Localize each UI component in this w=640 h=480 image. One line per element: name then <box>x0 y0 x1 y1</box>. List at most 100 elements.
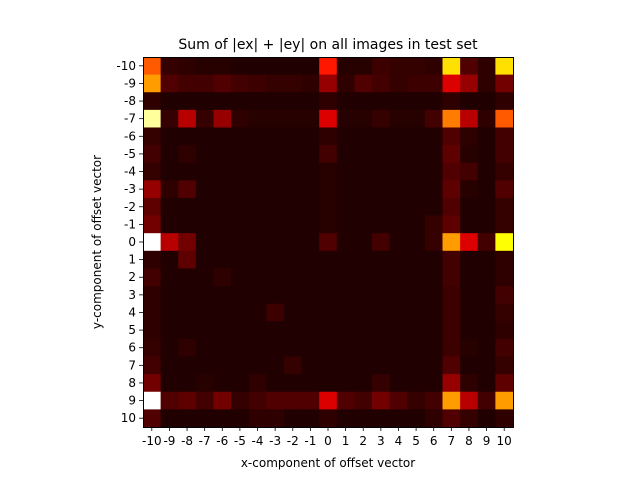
heatmap-cell <box>372 250 391 269</box>
heatmap-cell <box>160 127 179 146</box>
heatmap-cell <box>283 391 302 410</box>
heatmap-cell <box>372 197 391 216</box>
heatmap-cell <box>389 409 408 428</box>
heatmap-cell <box>266 338 285 357</box>
heatmap-cell <box>319 162 338 181</box>
heatmap-cell <box>283 303 302 322</box>
x-tick-label: 0 <box>324 434 332 448</box>
heatmap-cell <box>143 127 162 146</box>
heatmap-cell <box>460 338 479 357</box>
heatmap-cell <box>319 92 338 111</box>
heatmap-cell <box>442 109 461 128</box>
heatmap-cell <box>424 74 443 93</box>
heatmap-cell <box>407 180 426 199</box>
heatmap-cell <box>495 321 514 340</box>
x-tick-label: 8 <box>465 434 473 448</box>
heatmap-cell <box>460 109 479 128</box>
heatmap-cell <box>442 409 461 428</box>
heatmap-cell <box>407 374 426 393</box>
heatmap-cell <box>248 250 267 269</box>
heatmap-cell <box>495 374 514 393</box>
heatmap-cell <box>319 145 338 164</box>
heatmap-cell <box>389 145 408 164</box>
heatmap-cell <box>460 268 479 287</box>
heatmap-cell <box>160 391 179 410</box>
heatmap-cell <box>195 268 214 287</box>
heatmap-cell <box>336 92 355 111</box>
heatmap-cell <box>248 233 267 252</box>
heatmap-cell <box>195 286 214 305</box>
heatmap-cell <box>178 215 197 234</box>
heatmap-cell <box>442 268 461 287</box>
heatmap-cell <box>354 321 373 340</box>
heatmap-cell <box>195 233 214 252</box>
heatmap-cell <box>372 391 391 410</box>
heatmap-cell <box>319 127 338 146</box>
heatmap-cell <box>160 321 179 340</box>
heatmap-cell <box>354 303 373 322</box>
heatmap-cell <box>248 92 267 111</box>
heatmap-cell <box>336 162 355 181</box>
heatmap-cell <box>319 409 338 428</box>
heatmap-cell <box>460 286 479 305</box>
y-tick-label: 1 <box>128 253 136 267</box>
heatmap-cell <box>407 356 426 375</box>
heatmap-cell <box>477 180 496 199</box>
heatmap-cell <box>372 215 391 234</box>
heatmap-cell <box>336 321 355 340</box>
heatmap-cell <box>477 57 496 76</box>
heatmap-cell <box>372 180 391 199</box>
heatmap-cell <box>407 127 426 146</box>
heatmap-cell <box>354 338 373 357</box>
y-tick-label: -7 <box>124 112 136 126</box>
heatmap-cell <box>160 162 179 181</box>
heatmap-cell <box>178 409 197 428</box>
heatmap-cell <box>195 338 214 357</box>
heatmap-cell <box>372 233 391 252</box>
heatmap-cell <box>283 92 302 111</box>
heatmap-cell <box>195 162 214 181</box>
heatmap-cell <box>495 268 514 287</box>
heatmap-cell <box>248 74 267 93</box>
heatmap-cell <box>460 127 479 146</box>
heatmap-cell <box>424 356 443 375</box>
heatmap-cell <box>178 374 197 393</box>
heatmap-cell <box>442 303 461 322</box>
heatmap-cell <box>424 180 443 199</box>
heatmap-cell <box>213 109 232 128</box>
heatmap-cell <box>266 374 285 393</box>
heatmap-cell <box>460 321 479 340</box>
heatmap-cell <box>248 268 267 287</box>
heatmap-cell <box>477 321 496 340</box>
heatmap-cell <box>143 356 162 375</box>
heatmap-cell <box>424 233 443 252</box>
heatmap-cell <box>407 321 426 340</box>
heatmap-cell <box>495 162 514 181</box>
y-tick-label: 8 <box>128 376 136 390</box>
heatmap-cell <box>424 409 443 428</box>
heatmap-cell <box>319 215 338 234</box>
heatmap-cell <box>301 197 320 216</box>
heatmap-cell <box>213 286 232 305</box>
heatmap-cell <box>195 215 214 234</box>
heatmap-cell <box>213 57 232 76</box>
heatmap-cell <box>319 180 338 199</box>
heatmap-cell <box>354 57 373 76</box>
heatmap-cell <box>213 127 232 146</box>
heatmap-cell <box>424 391 443 410</box>
heatmap-cell <box>407 250 426 269</box>
heatmap-cell <box>143 409 162 428</box>
heatmap-cell <box>231 215 250 234</box>
heatmap-cell <box>143 180 162 199</box>
heatmap-cell <box>407 109 426 128</box>
heatmap-cell <box>231 197 250 216</box>
x-tick-label: 10 <box>497 434 512 448</box>
heatmap-cell <box>477 197 496 216</box>
heatmap-cell <box>160 286 179 305</box>
heatmap-cell <box>301 374 320 393</box>
heatmap-cell <box>283 57 302 76</box>
heatmap-cell <box>372 409 391 428</box>
y-tick-label: 0 <box>128 235 136 249</box>
heatmap-cell <box>283 109 302 128</box>
